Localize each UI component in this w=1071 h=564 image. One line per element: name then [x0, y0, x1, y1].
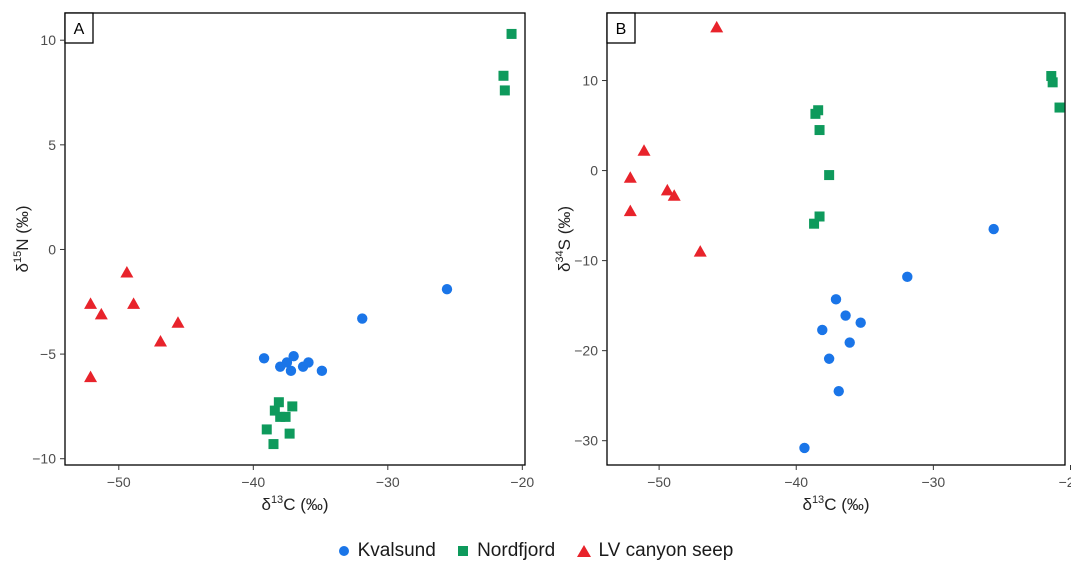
legend-item-nordfjord: Nordfjord — [457, 540, 555, 562]
panel-a-tag: A — [74, 21, 85, 38]
legend-square-icon — [458, 545, 469, 556]
panel-b-point-nordfjord — [809, 218, 820, 229]
y-tick-label: 10 — [40, 32, 56, 48]
panel-a-frame — [64, 12, 526, 466]
x-tick-label: −50 — [107, 474, 131, 490]
x-tick-label: −30 — [921, 474, 945, 490]
panel-b-point-kvalsund — [830, 294, 842, 305]
panel-a-point-nordfjord — [269, 405, 280, 416]
panel-b-point-kvalsund — [833, 385, 844, 397]
y-tick-label: −5 — [40, 346, 56, 362]
x-tick-label: −40 — [241, 474, 265, 490]
panel-b-point-nordfjord — [1046, 71, 1057, 82]
panel-a-point-lv-canyon-seep — [84, 370, 98, 383]
panel-a-point-kvalsund — [357, 313, 368, 324]
panel-a-point-lv-canyon-seep — [120, 265, 134, 278]
panel-a-point-nordfjord — [498, 70, 509, 81]
legend-label: Nordfjord — [477, 540, 556, 561]
panel-a-point-nordfjord — [261, 424, 272, 435]
panel-b-points — [623, 20, 1065, 454]
y-tick-label: 0 — [590, 163, 598, 179]
panel-a-point-lv-canyon-seep — [127, 297, 141, 309]
panel-a-point-nordfjord — [280, 411, 291, 422]
panel-b-point-kvalsund — [844, 337, 855, 348]
panel-a-point-kvalsund — [288, 350, 299, 362]
legend-item-lv-canyon-seep: LV canyon seep — [576, 540, 734, 562]
panel-b-point-kvalsund — [817, 324, 828, 336]
legend-label: Kvalsund — [357, 540, 436, 561]
panel-a-point-nordfjord — [499, 85, 510, 96]
y-tick-label: −30 — [574, 433, 598, 449]
panel-a-point-nordfjord — [287, 401, 298, 412]
panel-b-point-lv-canyon-seep — [623, 204, 637, 217]
panel-b-point-lv-canyon-seep — [623, 171, 637, 183]
panel-a-point-lv-canyon-seep — [84, 297, 98, 309]
panel-a-point-kvalsund — [316, 365, 328, 377]
panel-b: B −50 −40 −30 −20 −30 −20 −10 0 10 δ13C (‰) δ34S… — [554, 12, 1071, 514]
panel-b-point-kvalsund — [799, 442, 810, 454]
y-tick-label: 5 — [48, 137, 56, 153]
panel-b-point-lv-canyon-seep — [660, 183, 674, 196]
panel-b-point-nordfjord — [1047, 77, 1058, 88]
panel-b-point-nordfjord — [810, 108, 821, 119]
panel-b-point-nordfjord — [814, 125, 825, 136]
panel-b-point-kvalsund — [988, 223, 999, 235]
panel-b-frame — [606, 12, 1066, 466]
legend-item-kvalsund: Kvalsund — [338, 540, 436, 562]
panel-b-x-axis-label: δ13C (‰) — [802, 494, 869, 514]
panel-a-y-axis-label: δ15N (‰) — [12, 205, 32, 272]
panel-b-point-kvalsund — [902, 271, 913, 283]
panel-a-point-kvalsund — [285, 365, 297, 377]
panel-a-point-nordfjord — [506, 28, 517, 39]
y-tick-label: −20 — [574, 343, 598, 359]
x-tick-label: −20 — [1059, 474, 1071, 490]
y-tick-label: 10 — [582, 73, 598, 89]
panel-b-tag: B — [616, 21, 627, 38]
panel-a-point-kvalsund — [303, 357, 314, 368]
panel-b-y-axis-label: δ34S (‰) — [554, 206, 574, 272]
panel-a-point-lv-canyon-seep — [153, 335, 167, 347]
panel-b-point-lv-canyon-seep — [637, 144, 651, 156]
panel-a-point-nordfjord — [275, 411, 286, 422]
x-tick-label: −50 — [647, 474, 671, 490]
panel-a-point-kvalsund — [441, 284, 453, 295]
panel-b-point-lv-canyon-seep — [710, 20, 724, 33]
panel-b-point-kvalsund — [855, 317, 866, 328]
panel-a-tag-box — [64, 12, 94, 44]
panel-b-point-lv-canyon-seep — [667, 189, 681, 201]
legend: Kvalsund Nordfjord LV canyon seep — [0, 540, 1071, 562]
panel-b-point-nordfjord — [824, 170, 835, 181]
legend-label: LV canyon seep — [598, 540, 734, 561]
legend-circle-icon — [338, 545, 349, 556]
panel-a-point-nordfjord — [268, 439, 279, 450]
panel-a-point-kvalsund — [258, 353, 270, 364]
panel-a-point-lv-canyon-seep — [171, 316, 185, 328]
panel-a-point-nordfjord — [273, 397, 284, 408]
panel-b-point-kvalsund — [823, 353, 835, 364]
panel-b-point-nordfjord — [814, 211, 825, 222]
x-tick-label: −20 — [510, 474, 534, 490]
panel-a-point-kvalsund — [281, 357, 293, 368]
y-tick-label: −10 — [32, 451, 56, 467]
y-tick-label: −10 — [574, 253, 598, 269]
x-tick-label: −40 — [784, 474, 808, 490]
panel-b-ticks: −50 −40 −30 −20 −30 −20 −10 0 10 — [574, 73, 1071, 490]
panel-a-point-lv-canyon-seep — [94, 307, 108, 320]
y-tick-label: 0 — [48, 241, 56, 257]
panel-b-point-lv-canyon-seep — [693, 245, 707, 257]
x-tick-label: −30 — [376, 474, 400, 490]
panel-b-point-kvalsund — [840, 310, 851, 321]
panel-b-tag-box — [606, 12, 636, 44]
panel-a-x-axis-label: δ13C (‰) — [261, 494, 328, 514]
panel-a-points — [84, 28, 517, 450]
legend-triangle-icon — [576, 544, 591, 557]
panel-a-point-nordfjord — [284, 428, 295, 439]
panel-b-point-nordfjord — [1054, 102, 1065, 113]
